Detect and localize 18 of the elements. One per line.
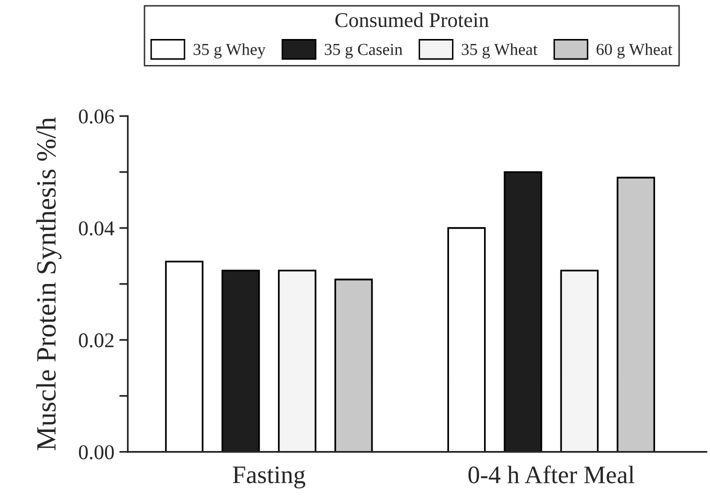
y-tick-label: 0.00 bbox=[78, 445, 114, 460]
bar bbox=[447, 227, 486, 452]
legend-label: 35 g Wheat bbox=[462, 43, 538, 59]
x-tick-label: Fasting bbox=[232, 466, 306, 488]
x-tick-label: 0-4 h After Meal bbox=[468, 465, 634, 484]
bar bbox=[165, 260, 204, 452]
y-tick-label: 0.06 bbox=[78, 109, 114, 124]
legend-title: Consumed Protein bbox=[335, 12, 489, 28]
bar bbox=[616, 176, 656, 452]
legend-label: 35 g Whey bbox=[194, 43, 266, 59]
bar bbox=[334, 278, 373, 452]
y-axis-title: Muscle Protein Synthesis %/h bbox=[36, 117, 62, 450]
bar bbox=[278, 270, 316, 452]
bar bbox=[560, 270, 599, 452]
y-tick-label: 0.04 bbox=[78, 221, 114, 236]
legend-label: 60 g Wheat bbox=[596, 43, 672, 59]
legend-label: 35 g Casein bbox=[324, 44, 402, 59]
y-tick-label: 0.02 bbox=[78, 333, 114, 348]
